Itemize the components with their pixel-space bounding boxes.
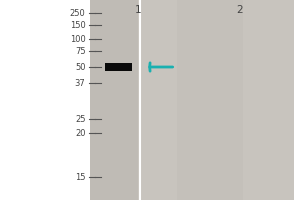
Bar [177, 0, 243, 200]
Bar [105, 63, 132, 71]
Text: 75: 75 [75, 46, 86, 55]
Text: 250: 250 [70, 8, 86, 18]
Text: 50: 50 [75, 62, 86, 72]
Text: 100: 100 [70, 34, 86, 44]
Text: 25: 25 [75, 114, 86, 123]
Text: 15: 15 [75, 172, 86, 182]
Text: 150: 150 [70, 21, 86, 29]
Bar [90, 0, 138, 200]
Text: 1: 1 [135, 5, 141, 15]
Text: 20: 20 [75, 129, 86, 138]
Text: 37: 37 [75, 78, 86, 88]
Text: 2: 2 [237, 5, 243, 15]
Bar [90, 0, 294, 200]
